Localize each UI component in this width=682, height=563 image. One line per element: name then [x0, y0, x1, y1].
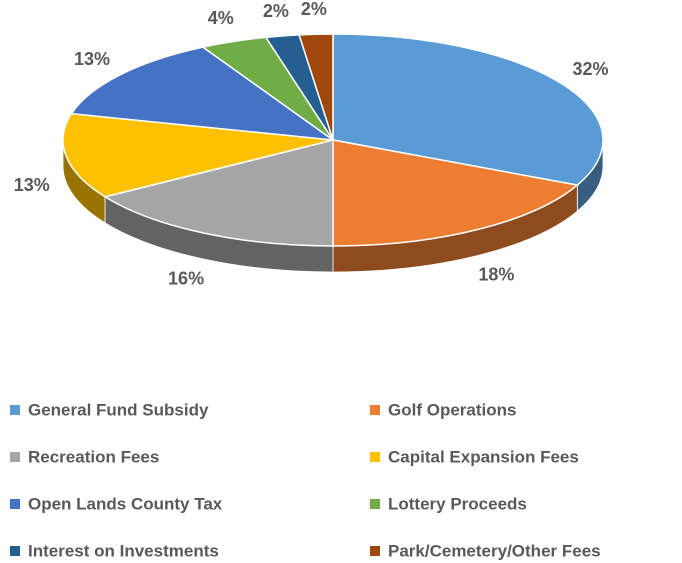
- legend-label: Lottery Proceeds: [388, 494, 527, 513]
- data-label: 2%: [263, 1, 289, 21]
- legend-swatch: [10, 405, 20, 415]
- legend-label: Open Lands County Tax: [28, 494, 223, 513]
- data-label: 16%: [168, 269, 204, 289]
- data-label: 13%: [74, 49, 110, 69]
- legend-swatch: [10, 452, 20, 462]
- data-label: 4%: [208, 8, 234, 28]
- legend-swatch: [370, 499, 380, 509]
- legend-swatch: [370, 405, 380, 415]
- legend-label: Park/Cemetery/Other Fees: [388, 541, 601, 560]
- pie-slice: [70, 46, 336, 142]
- legend-label: Interest on Investments: [28, 541, 219, 560]
- legend-label: Capital Expansion Fees: [388, 447, 579, 466]
- data-label: 13%: [14, 175, 50, 195]
- data-label: 32%: [573, 59, 609, 79]
- pie-slice: [332, 139, 580, 247]
- legend-swatch: [10, 499, 20, 509]
- legend-label: General Fund Subsidy: [28, 400, 209, 419]
- pie-slice: [298, 33, 334, 141]
- legend-label: Golf Operations: [388, 400, 516, 419]
- pie-slice: [332, 33, 604, 186]
- legend-swatch: [370, 546, 380, 556]
- legend-swatch: [10, 546, 20, 556]
- legend-label: Recreation Fees: [28, 447, 159, 466]
- data-label: 2%: [301, 0, 327, 19]
- pie-slice: [62, 112, 334, 198]
- pie-slice: [103, 139, 334, 247]
- legend-swatch: [370, 452, 380, 462]
- data-label: 18%: [478, 265, 514, 285]
